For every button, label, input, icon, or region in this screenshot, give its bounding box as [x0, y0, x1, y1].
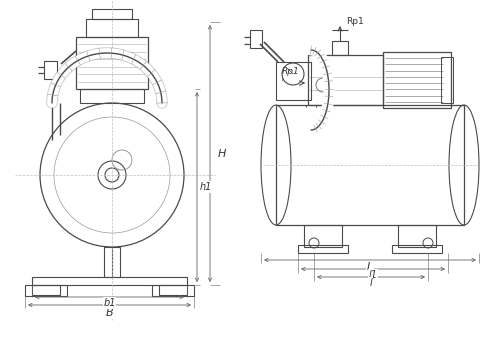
Text: Rp1: Rp1	[346, 17, 364, 26]
Text: l: l	[370, 278, 372, 288]
Bar	[304, 225, 342, 247]
Text: H: H	[218, 149, 226, 159]
Bar	[76, 37, 148, 89]
Text: Rp1: Rp1	[282, 67, 300, 75]
Bar	[25, 285, 67, 296]
Bar	[152, 285, 194, 296]
Text: L: L	[367, 262, 373, 272]
Text: b1: b1	[104, 298, 116, 308]
Bar	[308, 55, 383, 105]
Text: l1: l1	[368, 270, 378, 280]
Bar	[276, 62, 311, 100]
Bar	[250, 30, 262, 48]
Bar	[159, 285, 187, 295]
Text: h1: h1	[200, 182, 212, 192]
Text: B: B	[106, 308, 114, 318]
Bar	[392, 245, 442, 253]
Bar	[86, 19, 138, 37]
Bar	[298, 245, 348, 253]
Bar	[32, 277, 187, 285]
Bar	[92, 9, 132, 19]
Bar	[383, 52, 451, 108]
Bar	[441, 57, 453, 103]
Bar	[32, 285, 60, 295]
Bar	[104, 247, 120, 277]
Bar	[332, 41, 348, 55]
Bar	[398, 225, 436, 247]
Bar	[80, 89, 144, 103]
Bar	[44, 61, 57, 79]
Bar	[276, 105, 464, 225]
